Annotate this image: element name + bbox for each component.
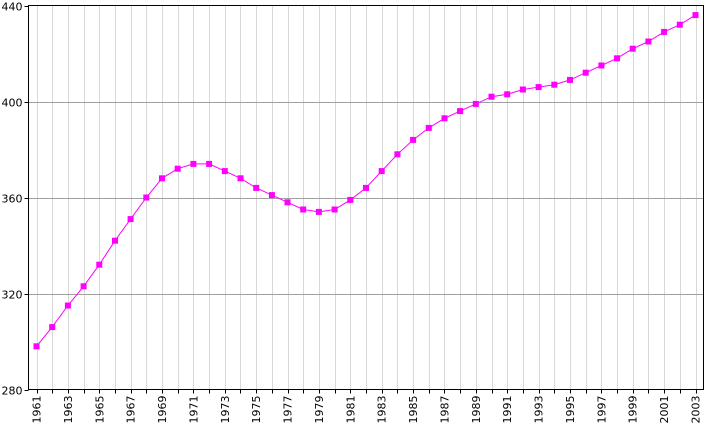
data-point-marker — [127, 216, 134, 223]
data-point-marker — [472, 100, 479, 107]
data-point-marker — [347, 196, 354, 203]
x-tick-label: 1983 — [376, 396, 389, 424]
x-tick-label: 1995 — [564, 396, 577, 424]
data-point-marker — [221, 168, 228, 175]
x-tick-label: 1979 — [313, 396, 326, 424]
grid-lines — [28, 5, 704, 390]
data-point-marker — [190, 160, 197, 167]
data-point-marker — [692, 12, 699, 19]
x-tick-label: 1973 — [219, 396, 232, 424]
x-tick-label: 1963 — [62, 396, 75, 424]
x-tick-label: 1971 — [187, 396, 200, 424]
y-tick-label: 400 — [2, 97, 23, 110]
x-tick-label: 1977 — [282, 396, 295, 424]
y-tick-label: 320 — [2, 289, 23, 302]
data-point-marker — [331, 206, 338, 213]
x-tick-label: 1985 — [407, 396, 420, 424]
axis-ticks — [24, 6, 697, 394]
y-tick-label: 360 — [2, 193, 23, 206]
x-tick-label: 1961 — [31, 396, 44, 424]
x-tick-label: 1965 — [93, 396, 106, 424]
x-tick-label: 1989 — [470, 396, 483, 424]
data-point-marker — [457, 108, 464, 115]
data-point-marker — [598, 62, 605, 69]
data-point-marker — [661, 28, 668, 35]
data-point-marker — [645, 38, 652, 45]
y-tick-label: 440 — [2, 1, 23, 14]
x-tick-label: 1993 — [533, 396, 546, 424]
x-tick-label: 1967 — [125, 396, 138, 424]
data-point-marker — [535, 84, 542, 91]
data-point-marker — [80, 283, 87, 290]
x-tick-label: 1999 — [627, 396, 640, 424]
data-point-marker — [394, 151, 401, 158]
data-point-marker — [206, 160, 213, 167]
data-markers — [33, 12, 699, 350]
data-point-marker — [410, 136, 417, 143]
data-point-marker — [378, 168, 385, 175]
data-point-marker — [551, 81, 558, 88]
data-point-marker — [64, 302, 71, 309]
data-point-marker — [488, 93, 495, 100]
data-point-marker — [143, 194, 150, 201]
data-point-marker — [300, 206, 307, 213]
x-tick-label: 2001 — [658, 396, 671, 424]
x-tick-label: 1975 — [250, 396, 263, 424]
data-point-marker — [676, 21, 683, 28]
x-tick-label: 1981 — [344, 396, 357, 424]
data-point-marker — [268, 192, 275, 199]
data-point-marker — [629, 45, 636, 52]
x-tick-label: 1997 — [595, 396, 608, 424]
data-point-marker — [174, 165, 181, 172]
data-point-marker — [315, 208, 322, 215]
x-tick-label: 1969 — [156, 396, 169, 424]
data-point-marker — [504, 91, 511, 98]
data-point-marker — [159, 175, 165, 182]
data-point-marker — [237, 175, 244, 182]
data-point-marker — [363, 184, 369, 191]
data-point-marker — [33, 343, 40, 350]
x-tick-label: 2003 — [690, 396, 703, 424]
data-point-marker — [253, 184, 260, 191]
data-point-marker — [96, 261, 103, 268]
x-tick-label: 1987 — [438, 396, 451, 424]
data-point-marker — [49, 324, 56, 331]
data-point-marker — [582, 69, 589, 76]
y-tick-label: 280 — [2, 385, 23, 398]
data-point-marker — [614, 55, 620, 62]
data-point-marker — [284, 199, 291, 206]
data-point-marker — [425, 124, 432, 131]
data-point-marker — [112, 237, 118, 244]
tick-labels: 280 320 360 400 440 1961 1963 1965 1967 1969 1971 1… — [2, 1, 703, 424]
data-point-marker — [441, 115, 448, 122]
data-point-marker — [567, 76, 573, 83]
x-tick-label: 1991 — [501, 396, 514, 424]
data-point-marker — [519, 86, 526, 93]
